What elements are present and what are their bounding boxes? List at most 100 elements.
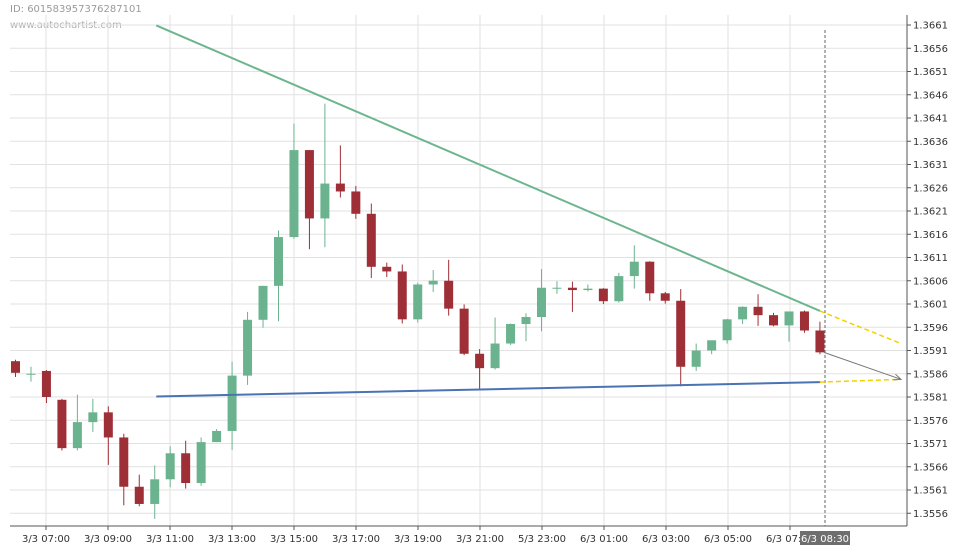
candle-body [243,319,253,376]
candle-body [799,311,809,331]
y-tick-label: 1.3606 [913,276,948,287]
x-tick-label: 6/3 07:00 [766,534,814,545]
candle-body [134,486,144,504]
candle-bullish [150,465,160,519]
candle-body [552,287,562,289]
candle-body [273,237,283,286]
candle-bullish [506,323,516,345]
candle-bearish [41,370,51,404]
y-tick-label: 1.3591 [913,346,948,357]
candle-body [428,280,438,285]
candle-body [320,183,330,219]
candle-body [521,317,531,324]
candle-bearish [397,264,407,324]
candle-body [645,261,655,294]
candle-bullish [707,340,717,355]
y-tick-label: 1.3581 [913,393,948,404]
x-tick-label: 3/3 07:00 [22,534,70,545]
candle-bearish [598,288,608,304]
y-tick-label: 1.3661 [913,21,948,32]
candle-body [258,285,268,320]
candle-body [707,340,717,351]
candle-bearish [57,398,67,451]
candle-bullish [413,282,423,323]
candle-body [212,430,222,443]
y-tick-label: 1.3636 [913,137,948,148]
candle-bearish [351,185,361,219]
y-tick-label: 1.3571 [913,439,948,450]
x-tick-label: 5/3 23:00 [518,534,566,545]
candle-body [397,271,407,320]
candle-bullish [165,446,175,488]
candle-body [165,453,175,480]
candle-bullish [552,281,562,294]
candle-body [119,437,129,487]
y-axis-ticks: 1.3661 1.3656 1.3651 1.3646 1.3641 1.3636 1.36… [907,21,948,520]
candle-bullish [629,245,639,289]
candle-bearish [769,312,779,327]
candle-body [41,370,51,397]
candle-bullish [320,103,330,248]
x-tick-label: 3/3 17:00 [332,534,380,545]
forecast-arrow-line [823,351,902,380]
candle-bearish [181,440,191,489]
y-tick-label: 1.3566 [913,462,948,473]
candle-body [335,183,345,192]
candle-bullish [227,361,237,451]
candle-bearish [799,310,809,333]
y-tick-label: 1.3601 [913,300,948,311]
x-tick-label: 6/3 03:00 [642,534,690,545]
candle-bearish [815,321,825,355]
candle-bearish [119,433,129,506]
resistance-projection [819,310,902,345]
candle-body [382,266,392,272]
candle-bullish [583,284,593,292]
candle-body [583,288,593,291]
candle-body [614,276,624,302]
x-tick-label: 3/3 11:00 [146,534,194,545]
candle-bullish [490,317,500,370]
y-tick-label: 1.3596 [913,323,948,334]
y-tick-label: 1.3641 [913,114,948,125]
y-tick-label: 1.3561 [913,486,948,497]
candle-body [289,150,299,238]
candle-bearish [475,349,485,390]
candle-body [351,191,361,214]
trendlines [155,24,903,398]
candle-body [753,306,763,316]
candle-body [769,315,779,326]
candle-bullish [258,285,268,328]
grid [10,15,907,526]
candle-body [784,311,794,326]
candle-body [444,280,454,309]
candle-body [26,373,36,375]
x-tick-label: 3/3 15:00 [270,534,318,545]
y-tick-label: 1.3621 [913,207,948,218]
candle-body [506,323,516,344]
candle-body [181,453,191,484]
candle-bearish [567,281,577,312]
candle-body [629,261,639,277]
candle-body [815,330,825,353]
y-tick-label: 1.3626 [913,183,948,194]
candle-bullish [784,311,794,342]
candle-body [676,300,686,367]
candle-body [88,412,98,423]
candle-bearish [335,145,345,198]
candle-bullish [243,311,253,385]
x-tick-label: 3/3 19:00 [394,534,442,545]
candle-body [150,479,160,504]
candle-bullish [536,269,546,332]
x-tick-label: 3/3 09:00 [84,534,132,545]
axes [10,15,908,527]
candle-body [490,343,500,369]
support-trendline [156,381,820,398]
x-tick-label: 6/3 01:00 [580,534,628,545]
y-tick-label: 1.3576 [913,416,948,427]
candle-bullish [88,398,98,432]
candle-bearish [459,304,469,356]
candle-bullish [738,306,748,324]
candle-body [103,412,113,438]
y-tick-label: 1.3616 [913,230,948,241]
